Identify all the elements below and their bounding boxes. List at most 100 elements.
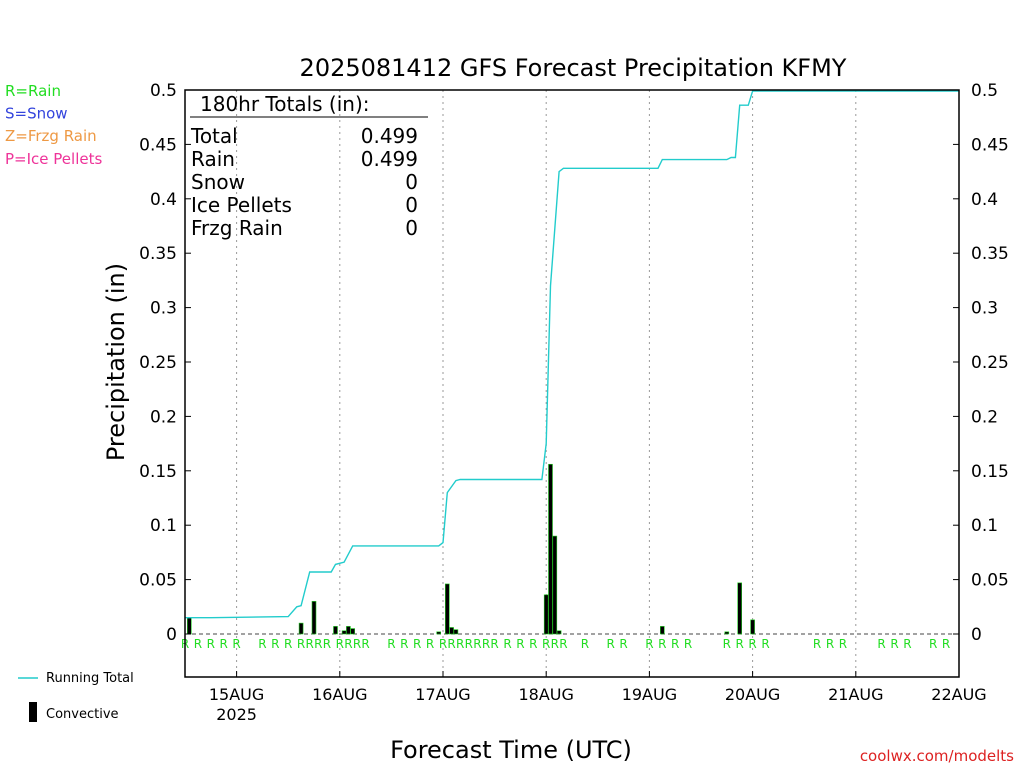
plot-axes: 0 00.05 0.050.1 0.10.15 0.150.2 0.20.25 0.250.… [139, 81, 1009, 724]
rain-marker: R [813, 637, 821, 651]
plot-frame [184, 89, 960, 678]
rain-marker: R [658, 637, 666, 651]
convective-bar [659, 626, 665, 635]
rain-marker: R [503, 637, 511, 651]
convective-bar [552, 535, 558, 635]
rain-marker: R [344, 637, 352, 651]
totals-box: 180hr Totals (in): Total 0.499 Rain 0.499 Sno… [190, 92, 428, 240]
totals-row-label: Rain [191, 147, 235, 171]
rain-marker: R [839, 637, 847, 651]
totals-row-label: Total [190, 124, 238, 148]
y-tick-label-left: 0.5 [150, 81, 177, 101]
rain-marker: R [232, 637, 240, 651]
y-axis-label: Precipitation (in) [102, 263, 130, 461]
rain-marker: R [723, 637, 731, 651]
x-axis-label: Forecast Time (UTC) [390, 736, 632, 764]
rain-marker: R [439, 637, 447, 651]
rain-marker: R [903, 637, 911, 651]
y-tick-label-left: 0.45 [139, 135, 177, 155]
totals-row-label: Snow [191, 170, 245, 194]
rain-marker: R [426, 637, 434, 651]
rain-marker: R [413, 637, 421, 651]
rain-marker: R [581, 637, 589, 651]
rain-marker: R [942, 637, 950, 651]
rain-marker: R [516, 637, 524, 651]
y-tick-label-right: 0.15 [971, 462, 1009, 482]
y-tick-label-left: 0.35 [139, 244, 177, 264]
convective-bar [556, 630, 562, 635]
convective-bar [436, 631, 442, 635]
convective-bar [341, 630, 347, 635]
precip-type-legend: R=Rain S=Snow Z=Frzg Rain P=Ice Pellets [5, 82, 102, 168]
convective-bar [333, 626, 338, 635]
rain-marker: R [736, 637, 744, 651]
x-tick-label: 18AUG [518, 685, 573, 704]
rain-marker: R [559, 637, 567, 651]
rain-marker: R [761, 637, 769, 651]
totals-row-value: 0.499 [361, 124, 418, 148]
x-tick-label: 15AUG [209, 685, 264, 704]
convective-legend: Convective [29, 702, 119, 722]
running-total-line [185, 90, 959, 619]
totals-row-label: Frzg Rain [191, 216, 283, 240]
y-tick-label-left: 0.05 [139, 571, 177, 591]
convective-bar [346, 626, 351, 635]
rain-marker: R [619, 637, 627, 651]
rain-marker: R [400, 637, 408, 651]
rain-marker: R [387, 637, 395, 651]
rain-marker: R [207, 637, 215, 651]
x-tick-label: 17AUG [415, 685, 470, 704]
rain-marker: R [194, 637, 202, 651]
rain-marker: R [361, 637, 369, 651]
y-tick-label-right: 0.35 [971, 244, 1009, 264]
chart-title: 2025081412 GFS Forecast Precipitation KF… [300, 54, 847, 82]
rain-marker: R [607, 637, 615, 651]
y-tick-label-left: 0.2 [150, 407, 177, 427]
totals-row-value: 0 [405, 216, 418, 240]
rain-marker: R [336, 637, 344, 651]
rain-marker: R [684, 637, 692, 651]
rain-marker: R [284, 637, 292, 651]
convective-bar [311, 601, 317, 635]
running-total-series [185, 90, 959, 619]
rain-marker: R [542, 637, 550, 651]
rain-marker: R [323, 637, 331, 651]
grid-lines [185, 90, 959, 677]
rain-marker: R [490, 637, 498, 651]
rain-marker: R [353, 637, 361, 651]
rain-marker: R [645, 637, 653, 651]
running-total-legend-label: Running Total [46, 671, 134, 686]
y-tick-label-right: 0.45 [971, 135, 1009, 155]
y-tick-label-right: 0.5 [971, 81, 998, 101]
y-tick-label-right: 0 [971, 625, 982, 645]
convective-bar [737, 582, 743, 635]
x-tick-label: 22AUG [931, 685, 986, 704]
rain-marker: R [482, 637, 490, 651]
convective-legend-label: Convective [46, 707, 119, 722]
convective-bars [187, 463, 755, 635]
credit-text: coolwx.com/modelts [860, 747, 1014, 765]
rain-marker: R [473, 637, 481, 651]
y-tick-label-left: 0.25 [139, 353, 177, 373]
totals-row-label: Ice Pellets [191, 193, 292, 217]
rain-marker: R [314, 637, 322, 651]
x-tick-sublabel: 2025 [216, 705, 257, 724]
totals-row-value: 0.499 [361, 147, 418, 171]
convective-legend-swatch [29, 702, 37, 722]
y-tick-label-left: 0.15 [139, 462, 177, 482]
y-tick-label-right: 0.1 [971, 516, 998, 536]
y-tick-label-left: 0.1 [150, 516, 177, 536]
legend-type-item: P=Ice Pellets [5, 150, 102, 168]
rain-marker: R [465, 637, 473, 651]
rain-marker: R [890, 637, 898, 651]
x-tick-label: 19AUG [622, 685, 677, 704]
rain-marker: R [529, 637, 537, 651]
x-tick-label: 21AUG [828, 685, 883, 704]
totals-header: 180hr Totals (in): [200, 92, 370, 116]
rain-marker: R [748, 637, 756, 651]
convective-bar [543, 594, 549, 635]
y-tick-label-right: 0.4 [971, 190, 998, 210]
rain-marker: R [551, 637, 559, 651]
